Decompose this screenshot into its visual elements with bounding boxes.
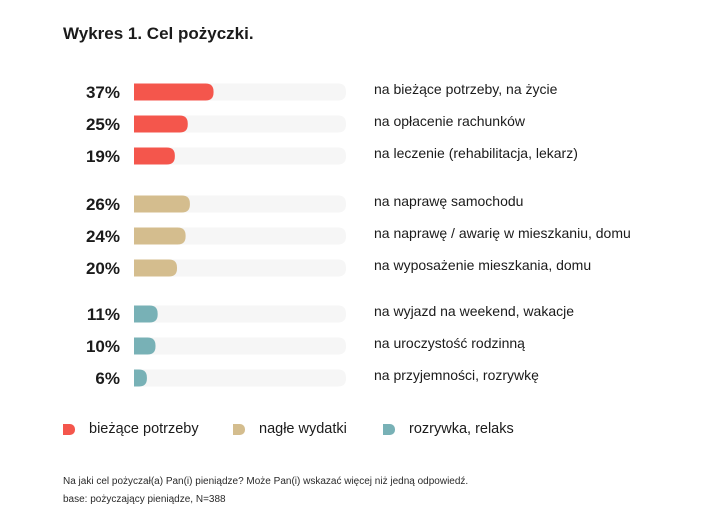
bar-row-na-naprawe-awarie-w-mieszkaniu-domu: 24% na naprawę / awarię w mieszkaniu, dom… [86, 225, 631, 246]
bar-category-label: na bieżące potrzeby, na życie [374, 81, 558, 97]
bar-category-label: na uroczystość rodzinną [374, 335, 525, 351]
bar-row-na-biezace-potrzeby-na-zycie: 37% na bieżące potrzeby, na życie [86, 81, 558, 102]
bar-value-label: 37% [86, 83, 120, 102]
bar-value-label: 25% [86, 115, 120, 134]
bar-category-label: na wyposażenie mieszkania, domu [374, 257, 591, 273]
bar-fill [134, 305, 158, 323]
bar-chart: 37% na bieżące potrzeby, na życie 25% na op… [86, 81, 631, 388]
bar-fill [134, 369, 147, 387]
bar-value-label: 26% [86, 195, 120, 214]
bar-value-label: 19% [86, 147, 120, 166]
bar-track [134, 227, 346, 245]
bar-category-label: na opłacenie rachunków [374, 113, 526, 129]
bar-row-na-oplacenie-rachunkow: 25% na opłacenie rachunków [86, 113, 526, 134]
bar-fill [134, 195, 190, 213]
bar-row-na-wyposazenie-mieszkania-domu: 20% na wyposażenie mieszkania, domu [86, 257, 591, 278]
legend-item-nagle-wydatki: nagłe wydatki [233, 418, 347, 440]
bar-track [134, 337, 346, 355]
bar-value-label: 10% [86, 337, 120, 356]
bar-fill [134, 337, 156, 355]
bar-row-na-naprawe-samochodu: 26% na naprawę samochodu [86, 193, 523, 214]
bar-value-label: 20% [86, 259, 120, 278]
chart-legend: bieżące potrzeby nagłe wydatki rozrywka,… [0, 418, 722, 440]
bar-row-na-uroczystosc-rodzinna: 10% na uroczystość rodzinną [86, 335, 525, 356]
bar-track [134, 305, 346, 323]
bar-fill [134, 147, 175, 165]
footnote-question: Na jaki cel pożyczał(a) Pan(i) pieniądze… [63, 476, 469, 487]
bar-track [134, 147, 346, 165]
legend-label: bieżące potrzeby [89, 421, 199, 437]
footnote-base: base: pożyczający pieniądze, N=388 [63, 494, 226, 505]
bar-category-label: na przyjemności, rozrywkę [374, 367, 539, 383]
legend-swatch-red [63, 423, 75, 435]
bar-category-label: na wyjazd na weekend, wakacje [374, 303, 574, 319]
bar-row-na-wyjazd-na-weekend-wakacje: 11% na wyjazd na weekend, wakacje [87, 303, 574, 324]
bar-row-na-leczenie-rehabilitacja-lekarz: 19% na leczenie (rehabilitacja, lekarz) [86, 145, 578, 166]
bar-fill [134, 115, 188, 133]
bar-fill [134, 259, 177, 277]
legend-label: nagłe wydatki [259, 421, 347, 437]
bar-fill [134, 227, 186, 245]
bar-value-label: 6% [95, 369, 120, 388]
legend-item-rozrywka-relaks: rozrywka, relaks [383, 418, 514, 440]
bar-fill [134, 83, 214, 101]
bar-row-na-przyjemnosci-rozrywke: 6% na przyjemności, rozrywkę [95, 367, 539, 388]
bar-value-label: 24% [86, 227, 120, 246]
legend-label: rozrywka, relaks [409, 421, 514, 437]
bar-category-label: na naprawę samochodu [374, 193, 523, 209]
legend-swatch-beige [233, 423, 245, 435]
bar-category-label: na leczenie (rehabilitacja, lekarz) [374, 145, 578, 161]
bar-value-label: 11% [87, 305, 120, 324]
bar-track [134, 259, 346, 277]
legend-swatch-teal [383, 423, 395, 435]
bar-category-label: na naprawę / awarię w mieszkaniu, domu [374, 225, 631, 241]
legend-item-biezace-potrzeby: bieżące potrzeby [63, 418, 199, 440]
bar-track [134, 369, 346, 387]
chart-title: Wykres 1. Cel pożyczki. [63, 24, 254, 43]
